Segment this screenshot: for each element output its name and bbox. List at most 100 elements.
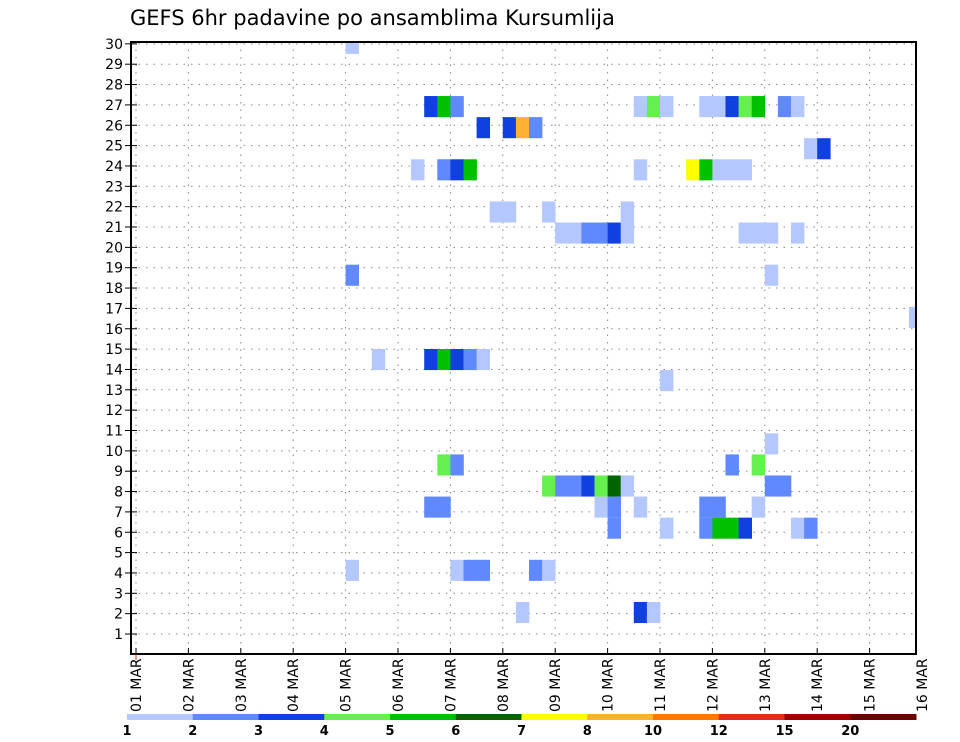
y-tick-label: 22 bbox=[105, 200, 123, 216]
legend-swatch bbox=[455, 714, 522, 720]
legend-swatch bbox=[587, 714, 654, 720]
heatmap-cell bbox=[476, 559, 490, 581]
legend-swatch bbox=[850, 714, 917, 720]
grid-lines bbox=[131, 42, 916, 654]
heatmap-cell bbox=[620, 475, 635, 497]
y-tick-label: 11 bbox=[105, 424, 123, 440]
y-tick-label: 7 bbox=[114, 505, 123, 521]
legend-label: 1 bbox=[122, 724, 131, 739]
x-tick-label: 09 MAR bbox=[548, 658, 564, 712]
heatmap-cell bbox=[725, 517, 739, 539]
legend-swatch bbox=[127, 714, 194, 720]
heatmap-cell bbox=[502, 117, 517, 139]
heatmap-cell bbox=[646, 96, 661, 118]
heatmap-cell bbox=[450, 159, 464, 181]
heatmap-cell bbox=[751, 496, 766, 518]
x-tick-label: 13 MAR bbox=[758, 658, 774, 712]
heatmap-cell bbox=[699, 517, 713, 539]
heatmap-cell bbox=[476, 349, 490, 371]
heatmap-cell bbox=[345, 264, 359, 286]
heatmap-cell bbox=[424, 496, 438, 518]
y-tick-label: 27 bbox=[105, 98, 123, 114]
heatmap-cell bbox=[450, 96, 464, 118]
y-tick-label: 25 bbox=[105, 139, 123, 155]
heatmap-cell bbox=[515, 601, 530, 624]
x-tick-label: 11 MAR bbox=[653, 658, 669, 712]
heatmap-cell bbox=[607, 475, 621, 497]
y-tick-label: 13 bbox=[105, 383, 123, 399]
heatmap-cell bbox=[568, 222, 582, 244]
heatmap-cell bbox=[463, 159, 477, 181]
y-tick-label: 18 bbox=[105, 281, 123, 297]
y-tick-label: 16 bbox=[105, 322, 123, 338]
heatmap-cell bbox=[437, 96, 451, 118]
heatmap-cell bbox=[660, 517, 674, 539]
y-tick-label: 23 bbox=[105, 179, 123, 195]
heatmap-cell bbox=[908, 306, 916, 328]
legend-swatch bbox=[192, 714, 259, 720]
legend-label: 6 bbox=[451, 724, 460, 739]
plot-frame bbox=[130, 41, 917, 655]
heatmap-cell bbox=[437, 159, 451, 181]
heatmap-cell bbox=[646, 601, 661, 624]
heatmap-cell bbox=[804, 138, 818, 160]
heatmap-cell bbox=[791, 517, 805, 539]
heatmap-cell bbox=[463, 559, 477, 581]
legend-swatch bbox=[390, 714, 457, 720]
heatmap-cell bbox=[725, 159, 739, 181]
y-tick-label: 14 bbox=[105, 362, 123, 378]
heatmap-cell bbox=[345, 559, 359, 581]
legend-label: 4 bbox=[320, 724, 329, 739]
heatmap-cell bbox=[463, 349, 477, 371]
y-tick-label: 1 bbox=[114, 627, 123, 643]
chart-title: GEFS 6hr padavine po ansamblima Kursumli… bbox=[130, 6, 615, 30]
y-tick-label: 26 bbox=[105, 118, 123, 134]
x-axis: 01 MAR 02 MAR 03 MAR 04 MAR 05 MAR 06 MAR 07 M… bbox=[129, 648, 931, 712]
heatmap-cell bbox=[764, 475, 779, 497]
heatmap-cell bbox=[437, 454, 451, 476]
heatmap-cell bbox=[660, 96, 674, 118]
y-tick-label: 4 bbox=[114, 566, 123, 582]
heatmap-cell bbox=[568, 475, 582, 497]
heatmap-cell bbox=[555, 222, 569, 244]
y-tick-label: 20 bbox=[105, 240, 123, 256]
legend-swatch bbox=[521, 714, 588, 720]
heatmap-cell bbox=[764, 433, 779, 455]
heatmap-cell bbox=[371, 349, 386, 371]
heatmap-cell bbox=[450, 349, 464, 371]
heatmap-cell bbox=[660, 370, 674, 392]
heatmap-cell bbox=[738, 159, 752, 181]
heatmap-cell bbox=[345, 42, 359, 54]
heatmap-cell bbox=[686, 159, 700, 181]
y-tick-label: 6 bbox=[114, 525, 123, 541]
x-tick-label: 01 MAR bbox=[129, 658, 145, 712]
heatmap-cell bbox=[450, 559, 464, 581]
y-tick-label: 30 bbox=[105, 37, 123, 53]
y-tick-label: 2 bbox=[114, 607, 123, 623]
heatmap-cell bbox=[607, 496, 621, 518]
heatmap-cell bbox=[555, 475, 569, 497]
heatmap-cell bbox=[699, 496, 713, 518]
heatmap-cell bbox=[437, 496, 451, 518]
heatmap-cell bbox=[424, 349, 438, 371]
x-tick-label: 02 MAR bbox=[181, 658, 197, 712]
heatmap-cell bbox=[424, 96, 438, 118]
y-tick-label: 29 bbox=[105, 57, 123, 73]
legend-label: 12 bbox=[710, 724, 728, 739]
y-tick-label: 5 bbox=[114, 546, 123, 562]
heatmap-cell bbox=[791, 96, 805, 118]
legend-swatch bbox=[324, 714, 391, 720]
x-tick-label: 07 MAR bbox=[443, 658, 459, 712]
heatmap-cell bbox=[594, 496, 608, 518]
heatmap-cell bbox=[581, 222, 595, 244]
y-tick-label: 8 bbox=[114, 485, 123, 501]
legend-label: 20 bbox=[841, 724, 859, 739]
legend-label: 7 bbox=[517, 724, 526, 739]
heatmap-cell bbox=[607, 517, 621, 539]
heatmap-cell bbox=[437, 349, 451, 371]
heatmap-cell bbox=[633, 96, 648, 118]
heatmap-cell bbox=[817, 138, 831, 160]
legend-swatch bbox=[718, 714, 785, 720]
heatmap-cell bbox=[607, 222, 621, 244]
